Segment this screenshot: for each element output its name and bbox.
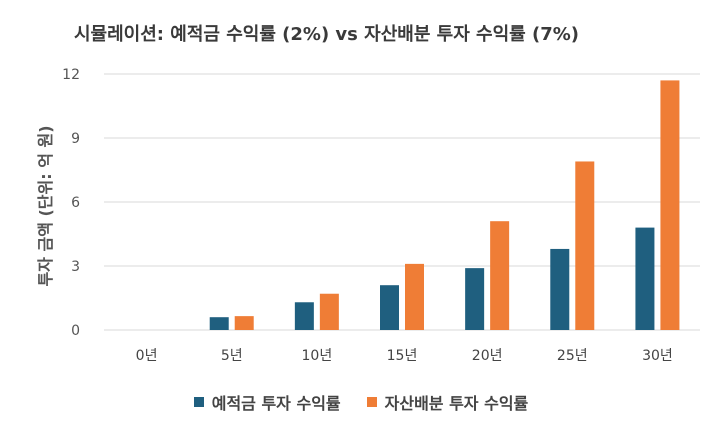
legend-item-deposit: 예적금 투자 수익률 (193, 390, 341, 414)
bar-allocation-4 (490, 221, 510, 330)
y-tick-label: 12 (62, 67, 80, 83)
x-tick-label: 25년 (557, 348, 588, 364)
bar-deposit-1 (209, 317, 229, 330)
bar-deposit-3 (380, 285, 399, 330)
x-tick-label: 20년 (472, 348, 503, 364)
chart-title: 시뮬레이션: 예적금 수익률 (2%) vs 자산배분 투자 수익률 (7%) (74, 24, 580, 45)
legend-label-deposit: 예적금 투자 수익률 (211, 394, 341, 413)
bar-allocation-1 (234, 316, 254, 330)
bar-deposit-4 (465, 268, 485, 330)
grid-lines (104, 73, 700, 331)
x-tick-labels: 0년 5년 10년 15년 20년 25년 30년 (136, 348, 673, 364)
bar-deposit-2 (294, 302, 314, 330)
legend-label-allocation: 자산배분 투자 수익률 (384, 394, 529, 413)
bars (209, 80, 680, 331)
bar-deposit-6 (635, 227, 655, 330)
bar-deposit-5 (550, 248, 570, 330)
bar-allocation-6 (660, 80, 680, 331)
y-tick-label: 9 (71, 131, 80, 147)
legend-item-allocation: 자산배분 투자 수익률 (366, 390, 529, 414)
x-tick-label: 15년 (387, 348, 418, 364)
y-tick-label: 3 (71, 259, 80, 275)
x-tick-label: 0년 (136, 348, 158, 364)
x-tick-label: 10년 (302, 348, 333, 364)
x-tick-label: 5년 (221, 348, 243, 364)
legend: 예적금 투자 수익률 자산배분 투자 수익률 (0, 390, 722, 414)
legend-swatch-allocation (366, 397, 377, 407)
y-tick-labels: 0 3 6 9 12 (62, 67, 80, 339)
x-tick-label: 30년 (642, 348, 673, 364)
y-tick-label: 0 (71, 323, 80, 339)
bar-allocation-5 (575, 161, 595, 330)
bar-allocation-2 (319, 293, 339, 330)
legend-swatch-deposit (193, 397, 204, 407)
bar-allocation-3 (405, 263, 424, 330)
y-tick-label: 6 (71, 195, 80, 211)
